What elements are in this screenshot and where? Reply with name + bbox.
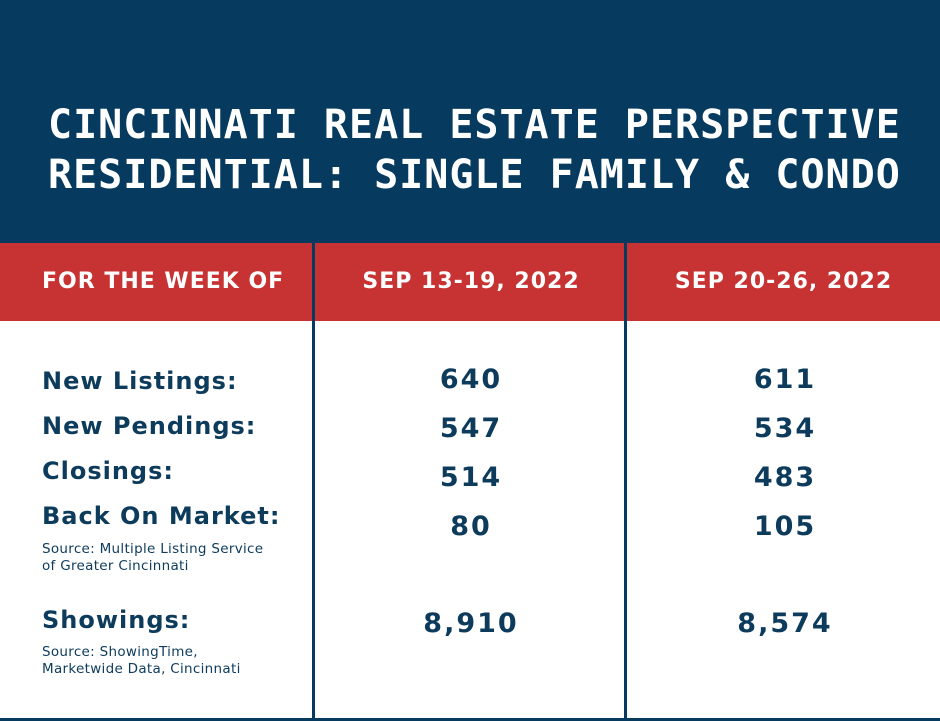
column-divider-1 — [312, 243, 315, 721]
page-title: CINCINNATI REAL ESTATE PERSPECTIVE RESID… — [48, 100, 901, 200]
column-header-sep-20-26: SEP 20-26, 2022 — [674, 269, 893, 294]
new-pendings-week1: 547 — [439, 413, 503, 444]
source-showingtime-line-2: Marketwide Data, Cincinnati — [42, 661, 241, 677]
new-listings-week1: 640 — [439, 364, 503, 395]
new-listings-week2: 611 — [753, 364, 817, 395]
row-label-back-on-market: Back On Market: — [42, 502, 281, 530]
showings-week2: 8,574 — [737, 608, 833, 639]
title-line-1: CINCINNATI REAL ESTATE PERSPECTIVE — [48, 102, 901, 148]
title-line-2: RESIDENTIAL: SINGLE FAMILY & CONDO — [48, 152, 901, 198]
source-mls-line-1: Source: Multiple Listing Service — [42, 541, 264, 557]
week-of-label: FOR THE WEEK OF — [42, 269, 285, 294]
row-label-showings: Showings: — [42, 606, 191, 634]
column-divider-2 — [624, 243, 627, 721]
column-header-sep-13-19: SEP 13-19, 2022 — [362, 269, 580, 294]
closings-week2: 483 — [753, 462, 817, 493]
source-showingtime-line-1: Source: ShowingTime, — [42, 644, 198, 660]
showings-week1: 8,910 — [423, 608, 519, 639]
row-label-closings: Closings: — [42, 457, 174, 485]
source-mls: Source: Multiple Listing Service of Grea… — [42, 541, 263, 575]
row-label-new-pendings: New Pendings: — [42, 412, 257, 440]
source-showingtime: Source: ShowingTime, Marketwide Data, Ci… — [42, 644, 241, 678]
table-bottom-border — [0, 718, 940, 721]
closings-week1: 514 — [439, 462, 503, 493]
new-pendings-week2: 534 — [753, 413, 817, 444]
back-on-market-week1: 80 — [450, 511, 492, 542]
column-header-bar — [0, 243, 940, 321]
source-mls-line-2: of Greater Cincinnati — [42, 558, 189, 574]
back-on-market-week2: 105 — [753, 511, 817, 542]
title-banner — [0, 0, 940, 243]
row-label-new-listings: New Listings: — [42, 367, 238, 395]
